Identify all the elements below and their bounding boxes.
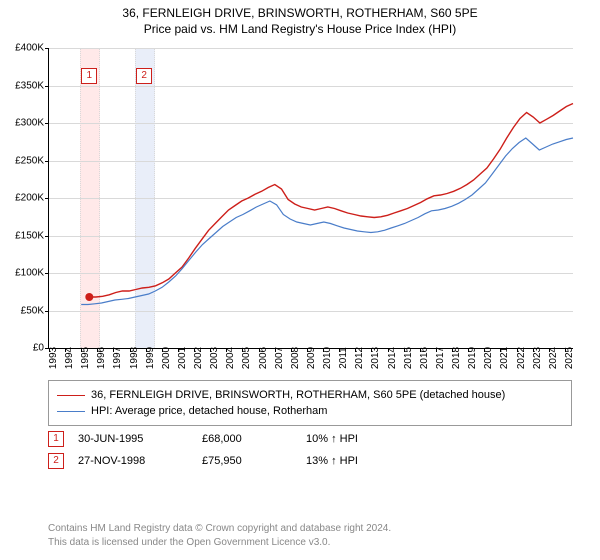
transaction-pct: 10% ↑ HPI — [306, 433, 406, 445]
chart-ytick — [45, 161, 49, 162]
chart-xlabel: 2001 — [177, 347, 188, 369]
chart-xlabel: 2015 — [403, 347, 414, 369]
legend-label: 36, FERNLEIGH DRIVE, BRINSWORTH, ROTHERH… — [91, 387, 505, 403]
transaction-price: £68,000 — [202, 433, 292, 445]
chart-plot-area: 12 — [48, 48, 573, 349]
chart-ytick — [45, 123, 49, 124]
chart-xlabel: 2006 — [258, 347, 269, 369]
chart-xlabel: 2011 — [338, 347, 349, 369]
chart-xlabel: 2023 — [532, 347, 543, 369]
chart-xlabel: 2022 — [516, 347, 527, 369]
chart-xlabel: 2002 — [193, 347, 204, 369]
legend-swatch — [57, 411, 85, 412]
chart-xlabel: 2016 — [419, 347, 430, 369]
chart-xlabel: 2025 — [564, 347, 575, 369]
transaction-row: 1 30-JUN-1995 £68,000 10% ↑ HPI — [48, 428, 572, 450]
transaction-price: £75,950 — [202, 455, 292, 467]
license-line: Contains HM Land Registry data © Crown c… — [48, 522, 572, 536]
chart-xlabel: 1997 — [112, 347, 123, 369]
chart-xlabel: 2009 — [306, 347, 317, 369]
chart-ytick — [45, 86, 49, 87]
chart-legend: 36, FERNLEIGH DRIVE, BRINSWORTH, ROTHERH… — [48, 380, 572, 426]
chart-xlabel: 1994 — [64, 347, 75, 369]
chart-xlabel: 2019 — [467, 347, 478, 369]
legend-row: 36, FERNLEIGH DRIVE, BRINSWORTH, ROTHERH… — [57, 387, 563, 403]
chart-xlabel: 2024 — [548, 347, 559, 369]
chart-marker-num-icon: 2 — [136, 68, 152, 84]
chart-series-line — [81, 138, 573, 305]
chart-ylabel: £350K — [0, 80, 44, 91]
chart-ytick — [45, 236, 49, 237]
chart-ytick — [45, 311, 49, 312]
chart-ylabel: £100K — [0, 268, 44, 279]
transaction-marker-icon: 2 — [48, 453, 64, 469]
chart-xlabel: 2014 — [387, 347, 398, 369]
legend-swatch — [57, 395, 85, 396]
chart-ytick — [45, 273, 49, 274]
transactions-list: 1 30-JUN-1995 £68,000 10% ↑ HPI 2 27-NOV… — [48, 428, 572, 472]
chart-xlabel: 1996 — [96, 347, 107, 369]
legend-row: HPI: Average price, detached house, Roth… — [57, 403, 563, 419]
chart-title-address: 36, FERNLEIGH DRIVE, BRINSWORTH, ROTHERH… — [0, 6, 600, 20]
chart-xlabel: 2021 — [499, 347, 510, 369]
chart-xlabel: 1999 — [145, 347, 156, 369]
chart-marker-num-icon: 1 — [81, 68, 97, 84]
chart-xlabel: 2018 — [451, 347, 462, 369]
chart-ytick — [45, 198, 49, 199]
chart-ylabel: £0 — [0, 343, 44, 354]
chart-ylabel: £300K — [0, 118, 44, 129]
chart-anchor-point-icon — [85, 293, 93, 301]
chart-ytick — [45, 48, 49, 49]
chart-ylabel: £200K — [0, 193, 44, 204]
transaction-marker-icon: 1 — [48, 431, 64, 447]
chart-ylabel: £150K — [0, 230, 44, 241]
chart-ylabel: £50K — [0, 305, 44, 316]
chart-xlabel: 2007 — [274, 347, 285, 369]
chart-xlabel: 2017 — [435, 347, 446, 369]
license-line: This data is licensed under the Open Gov… — [48, 536, 572, 550]
chart-xlabel: 2012 — [354, 347, 365, 369]
chart-xlabel: 2003 — [209, 347, 220, 369]
chart-series-line — [89, 104, 573, 298]
legend-label: HPI: Average price, detached house, Roth… — [91, 403, 327, 419]
transaction-date: 30-JUN-1995 — [78, 433, 188, 445]
transaction-row: 2 27-NOV-1998 £75,950 13% ↑ HPI — [48, 450, 572, 472]
chart-xlabel: 1995 — [80, 347, 91, 369]
chart-ylabel: £250K — [0, 155, 44, 166]
transaction-date: 27-NOV-1998 — [78, 455, 188, 467]
chart-xlabel: 1993 — [48, 347, 59, 369]
chart-xlabel: 1998 — [129, 347, 140, 369]
chart-xlabel: 2008 — [290, 347, 301, 369]
chart-xlabel: 2013 — [370, 347, 381, 369]
transaction-pct: 13% ↑ HPI — [306, 455, 406, 467]
chart-lines-svg — [49, 48, 573, 348]
chart-xlabel: 2000 — [161, 347, 172, 369]
chart-xlabel: 2005 — [241, 347, 252, 369]
chart-title-sub: Price paid vs. HM Land Registry's House … — [0, 22, 600, 36]
license-text: Contains HM Land Registry data © Crown c… — [48, 522, 572, 550]
chart-xlabel: 2010 — [322, 347, 333, 369]
chart-ylabel: £400K — [0, 43, 44, 54]
chart-xlabel: 2004 — [225, 347, 236, 369]
chart-xlabel: 2020 — [483, 347, 494, 369]
